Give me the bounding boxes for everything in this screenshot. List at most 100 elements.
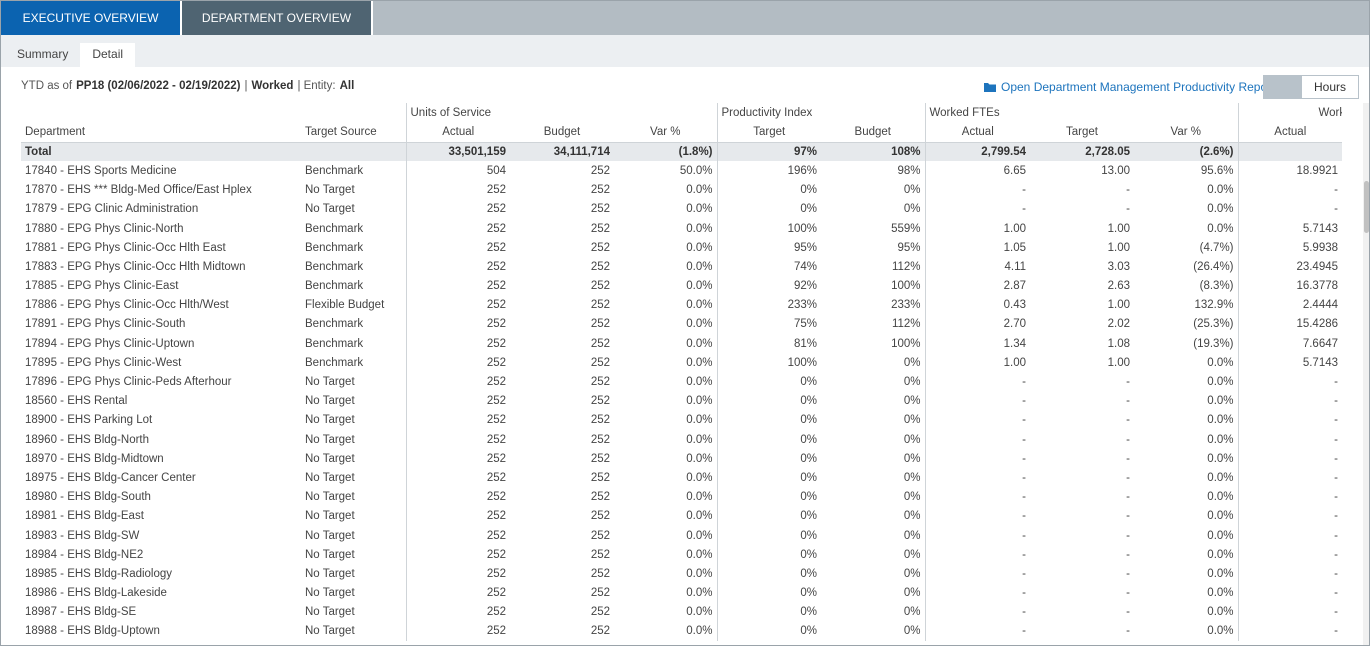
link-text[interactable]: Open Department Management Productivity … bbox=[1001, 80, 1275, 94]
cell: 252 bbox=[590, 625, 610, 638]
cell: 0% bbox=[903, 184, 921, 197]
cell: - bbox=[1126, 491, 1131, 504]
cell: 2.4444 bbox=[1237, 295, 1343, 315]
data-row: 18983 - EHS Bldg-SW No Target 252 252 0.0% 0%… bbox=[21, 525, 1343, 546]
info-part: YTD as of bbox=[21, 80, 73, 92]
cell: 252 bbox=[590, 299, 610, 312]
data-row: 17883 - EPG Phys Clinic-Occ Hlth Midtown… bbox=[21, 257, 1343, 277]
subtab[interactable]: Summary bbox=[17, 47, 69, 61]
cell: 252 bbox=[590, 241, 610, 254]
cell: 252 bbox=[405, 410, 510, 430]
cell: 33,501,159 bbox=[405, 141, 510, 162]
cell: - bbox=[1237, 602, 1343, 622]
cell: - bbox=[924, 180, 1031, 200]
report-link[interactable]: Open Department Management Productivity … bbox=[983, 80, 1274, 94]
cell: 252 bbox=[405, 564, 510, 584]
cell: 0.0% bbox=[1207, 376, 1234, 389]
cell: Benchmark bbox=[305, 318, 364, 331]
cell: 0.0% bbox=[1207, 356, 1234, 369]
cell: - bbox=[1126, 414, 1131, 427]
data-row: 18984 - EHS Bldg-NE2 No Target 252 252 0.0% 0… bbox=[21, 545, 1343, 565]
cell: 97% bbox=[716, 141, 821, 162]
cell: 252 bbox=[405, 353, 510, 373]
data-row: 18975 - EHS Bldg-Cancer Center No Target 2… bbox=[21, 468, 1343, 488]
cell: Benchmark bbox=[305, 337, 364, 350]
cell: 559% bbox=[891, 222, 921, 235]
group-header: Units of Service bbox=[405, 103, 717, 123]
cell: - bbox=[924, 410, 1031, 430]
cell: 17885 - EPG Phys Clinic-East bbox=[25, 280, 179, 293]
cell: 5.7143 bbox=[1237, 353, 1343, 373]
toggle-off[interactable] bbox=[1264, 76, 1302, 98]
cell: 0.0% bbox=[686, 433, 713, 446]
cell: 95% bbox=[897, 241, 921, 254]
cell: - bbox=[924, 430, 1031, 450]
cell: 252 bbox=[590, 356, 610, 369]
cell: 0.0% bbox=[686, 299, 713, 312]
cell: 5.7143 bbox=[1237, 218, 1343, 239]
cell: 0.0% bbox=[1207, 567, 1234, 580]
cell: Benchmark bbox=[305, 260, 364, 273]
cell: - bbox=[1126, 452, 1131, 465]
cell: - bbox=[1126, 529, 1131, 542]
cell: 0.0% bbox=[1207, 433, 1234, 446]
tab[interactable]: EXECUTIVE OVERVIEW bbox=[1, 1, 180, 35]
cell: 18981 - EHS Bldg-East bbox=[25, 510, 144, 523]
cell: No Target bbox=[305, 452, 355, 465]
cell: No Target bbox=[305, 203, 355, 216]
cell: 18900 - EHS Parking Lot bbox=[25, 414, 153, 427]
cell: 95% bbox=[716, 238, 821, 258]
data-row: 17840 - EHS Sports Medicine Benchmark 504 2… bbox=[21, 161, 1343, 181]
cell: 252 bbox=[405, 468, 510, 488]
tab[interactable]: DEPARTMENT OVERVIEW bbox=[180, 1, 373, 35]
cell: No Target bbox=[305, 491, 355, 504]
cell bbox=[301, 141, 406, 162]
cell: 0.0% bbox=[686, 625, 713, 638]
cell: 0% bbox=[903, 606, 921, 619]
cell: 3.03 bbox=[1107, 260, 1131, 273]
scroll-thumb[interactable] bbox=[1364, 181, 1369, 233]
cell: - bbox=[924, 468, 1031, 488]
data-row: 17885 - EPG Phys Clinic-East Benchmark 252… bbox=[21, 276, 1343, 296]
cell: 252 bbox=[405, 276, 510, 296]
data-row: 18980 - EHS Bldg-South No Target 252 252 0.0… bbox=[21, 487, 1343, 507]
cell: 0.0% bbox=[1207, 395, 1234, 408]
cell: 0% bbox=[903, 625, 921, 638]
cell: - bbox=[924, 525, 1031, 546]
cell: 252 bbox=[405, 372, 510, 392]
info-part: PP18 (02/06/2022 - 02/19/2022) bbox=[76, 80, 241, 92]
subtab[interactable]: Detail bbox=[80, 43, 136, 67]
cell: Benchmark bbox=[305, 356, 364, 369]
cell: 1.00 bbox=[1107, 241, 1131, 254]
group-header: Worke bbox=[1237, 103, 1343, 123]
top-tabs: EXECUTIVE OVERVIEW DEPARTMENT OVERVIEW bbox=[1, 1, 1369, 35]
cell: (19.3%) bbox=[1193, 337, 1234, 350]
cell: 252 bbox=[405, 257, 510, 277]
cell: - bbox=[1237, 487, 1343, 507]
cell: 0.0% bbox=[686, 529, 713, 542]
cell: 1.00 bbox=[1107, 222, 1131, 235]
cell: - bbox=[1237, 199, 1343, 219]
cell: 34,111,714 bbox=[510, 141, 614, 162]
unit-toggle[interactable]: Hours bbox=[1263, 75, 1359, 99]
cell: 18986 - EHS Bldg-Lakeside bbox=[25, 587, 167, 600]
cell: 2.63 bbox=[1107, 280, 1131, 293]
cell: 0% bbox=[716, 506, 821, 526]
cell: 0.0% bbox=[1207, 222, 1234, 235]
cell: 252 bbox=[405, 487, 510, 507]
cell: - bbox=[924, 199, 1031, 219]
toggle-label[interactable]: Hours bbox=[1313, 80, 1346, 94]
cell: 95.6% bbox=[1200, 164, 1234, 177]
cell: 100% bbox=[716, 218, 821, 239]
column-header: Actual bbox=[1237, 122, 1343, 143]
cell: - bbox=[1237, 545, 1343, 565]
cell: 0% bbox=[903, 414, 921, 427]
data-row: 17894 - EPG Phys Clinic-Uptown Benchmark 2… bbox=[21, 334, 1343, 354]
scrollbar[interactable] bbox=[1363, 103, 1369, 645]
data-row: 17896 - EPG Phys Clinic-Peds Afterhour No… bbox=[21, 372, 1343, 392]
cell: 92% bbox=[716, 276, 821, 296]
cell: 0.0% bbox=[686, 222, 713, 235]
cell: - bbox=[1237, 449, 1343, 469]
column-header: Target bbox=[1066, 125, 1098, 138]
data-row: 18981 - EHS Bldg-East No Target 252 252 0.0%… bbox=[21, 506, 1343, 526]
